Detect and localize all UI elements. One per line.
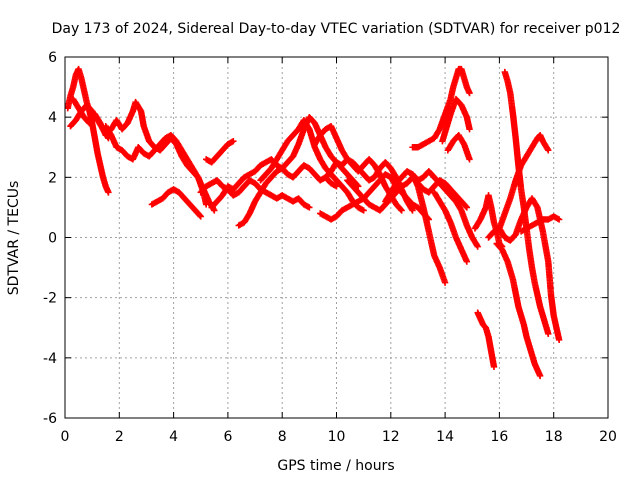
chart-title: Day 173 of 2024, Sidereal Day-to-day VTE… — [52, 21, 621, 37]
y-tick-label: -6 — [43, 411, 57, 427]
series-track-27 — [496, 195, 563, 343]
data-point — [441, 279, 449, 286]
data-point — [105, 189, 112, 196]
data-point — [197, 213, 204, 220]
y-tick-label: 6 — [48, 50, 57, 66]
data-point — [490, 363, 498, 371]
x-tick-labels: 0 2 4 6 8 10 12 14 16 18 20 — [61, 429, 617, 445]
y-tick-label: -2 — [43, 291, 57, 307]
x-tick-label: 10 — [328, 429, 346, 445]
series-track-24 — [485, 132, 552, 241]
data-point — [545, 330, 552, 337]
series-track-22 — [474, 309, 498, 371]
axis-ticks — [64, 56, 609, 419]
series-track-17 — [431, 189, 471, 265]
x-axis-label: GPS time / hours — [277, 458, 394, 474]
series-track-20 — [444, 132, 473, 163]
data-point — [466, 126, 473, 133]
series-track-7 — [197, 177, 313, 211]
grid-lines — [65, 57, 608, 418]
data-point — [202, 201, 210, 208]
data-point — [545, 147, 552, 154]
data-point — [474, 243, 481, 250]
data-point — [230, 138, 237, 145]
x-tick-label: 14 — [436, 429, 454, 445]
series-track-18 — [409, 65, 473, 151]
x-tick-label: 16 — [490, 429, 508, 445]
series-track-4 — [102, 122, 210, 208]
x-tick-label: 20 — [599, 429, 617, 445]
series-track-19 — [439, 95, 473, 145]
data-point — [555, 336, 563, 343]
data-point — [463, 204, 471, 211]
data-point — [536, 372, 544, 380]
y-tick-labels: -6 -4 -2 0 2 4 6 — [43, 50, 57, 427]
y-tick-label: 0 — [48, 231, 57, 247]
x-tick-label: 12 — [382, 429, 400, 445]
x-tick-label: 18 — [545, 429, 563, 445]
data-point — [466, 156, 473, 163]
x-tick-label: 2 — [115, 429, 124, 445]
series-track-6 — [202, 138, 237, 166]
series-track-5 — [148, 186, 204, 220]
series-track-25 — [493, 240, 544, 380]
y-tick-label: 4 — [48, 110, 57, 126]
data-point — [462, 203, 470, 210]
y-tick-label: 2 — [48, 170, 57, 186]
data-points — [64, 65, 563, 380]
data-point — [463, 258, 471, 265]
y-axis-label: SDTVAR / TECUs — [6, 181, 22, 296]
series-track-9 — [235, 113, 362, 229]
series-track-16 — [409, 171, 449, 286]
data-point — [397, 206, 404, 213]
x-tick-label: 8 — [278, 429, 287, 445]
data-point — [196, 212, 204, 219]
y-tick-label: -4 — [43, 351, 57, 367]
x-tick-label: 4 — [169, 429, 178, 445]
data-point — [398, 207, 405, 214]
data-point — [555, 216, 563, 223]
data-point — [409, 207, 416, 214]
x-tick-label: 0 — [61, 429, 70, 445]
data-point — [360, 207, 367, 214]
data-point — [306, 204, 313, 211]
x-tick-label: 6 — [223, 429, 232, 445]
data-point — [466, 89, 473, 97]
